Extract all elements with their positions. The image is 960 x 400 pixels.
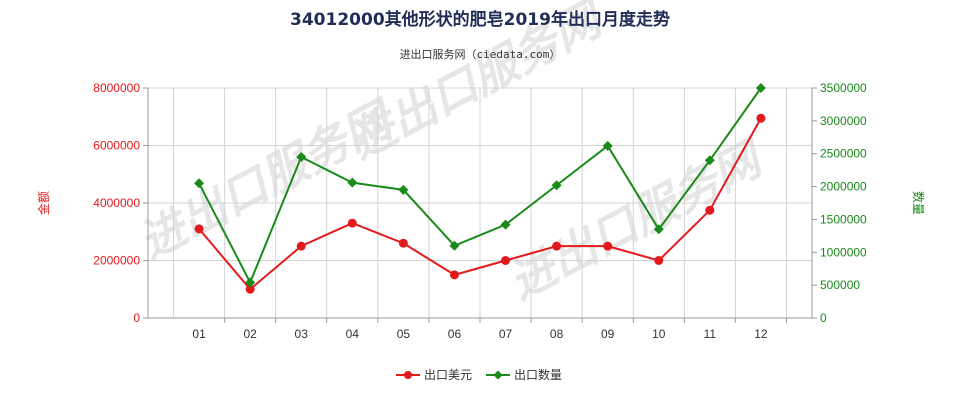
- data-point-2: [194, 178, 205, 189]
- x-tick-label: 03: [295, 327, 309, 341]
- x-tick-label: 11: [704, 327, 717, 341]
- x-tick-label: 08: [550, 327, 564, 341]
- axes: 0 2000000 4000000 6000000 8000000 0 500000 1000…: [93, 81, 867, 341]
- x-tick-label: 06: [448, 327, 462, 341]
- y-right-tick-label: 2000000: [820, 180, 867, 194]
- chart-subtitle: 进出口服务网（ciedata.com）: [400, 47, 561, 61]
- legend-marker-1: [404, 371, 412, 379]
- y-left-tick-label: 2000000: [93, 254, 140, 268]
- x-tick-label: 04: [346, 327, 360, 341]
- x-tick-label: 05: [397, 327, 411, 341]
- data-point-2: [449, 240, 460, 251]
- data-point-1: [449, 270, 459, 280]
- data-point-2: [296, 152, 307, 162]
- y-left-tick-label: 6000000: [93, 139, 140, 153]
- data-point-1: [603, 241, 613, 251]
- data-point-1: [501, 256, 511, 265]
- y-right-tick-label: 1000000: [820, 245, 867, 259]
- data-point-1: [194, 224, 204, 234]
- x-tick-label: 02: [243, 327, 257, 341]
- y-axis-right-title: 数量: [911, 191, 926, 215]
- y-right-tick-label: 500000: [820, 278, 860, 292]
- y-right-tick-label: 3500000: [820, 81, 867, 95]
- data-point-1: [756, 113, 766, 123]
- x-tick-label: 01: [192, 327, 206, 341]
- y-right-tick-label: 2500000: [820, 147, 867, 161]
- data-point-1: [245, 284, 255, 294]
- data-point-2: [398, 184, 409, 195]
- series: [194, 83, 766, 294]
- legend-label-1: 出口美元: [424, 368, 472, 382]
- data-point-1: [552, 241, 562, 251]
- y-left-tick-label: 8000000: [93, 81, 140, 95]
- x-tick-label: 07: [499, 327, 513, 341]
- y-right-tick-label: 3000000: [820, 114, 867, 128]
- data-point-1: [296, 241, 306, 251]
- chart-title: 34012000其他形状的肥皂2019年出口月度走势: [290, 9, 670, 30]
- data-point-1: [705, 205, 715, 215]
- legend-label-2: 出口数量: [514, 367, 562, 382]
- x-tick-label: 09: [601, 327, 615, 341]
- y-left-tick-label: 0: [133, 311, 140, 325]
- data-point-2: [755, 83, 766, 93]
- data-point-2: [551, 180, 562, 191]
- data-point-2: [500, 219, 511, 230]
- data-point-1: [398, 238, 408, 248]
- x-tick-label: 12: [754, 327, 768, 341]
- data-point-1: [654, 256, 664, 265]
- y-right-tick-label: 0: [820, 311, 827, 325]
- data-point-2: [347, 177, 358, 188]
- y-left-tick-label: 4000000: [93, 196, 140, 210]
- y-right-tick-label: 1500000: [820, 212, 867, 226]
- data-point-2: [704, 155, 715, 166]
- watermark-text: 进出口服务网: [500, 130, 774, 310]
- data-point-2: [602, 140, 613, 151]
- data-point-2: [653, 224, 664, 235]
- y-axis-left-title: 金额: [36, 191, 51, 215]
- data-point-1: [347, 218, 357, 228]
- legend-marker-2: [493, 370, 503, 380]
- series-line-1: [198, 117, 762, 291]
- data-point-2: [245, 277, 256, 288]
- x-tick-label: 10: [652, 327, 666, 341]
- legend: 出口美元 出口数量: [396, 367, 562, 382]
- series-line-2: [198, 87, 762, 285]
